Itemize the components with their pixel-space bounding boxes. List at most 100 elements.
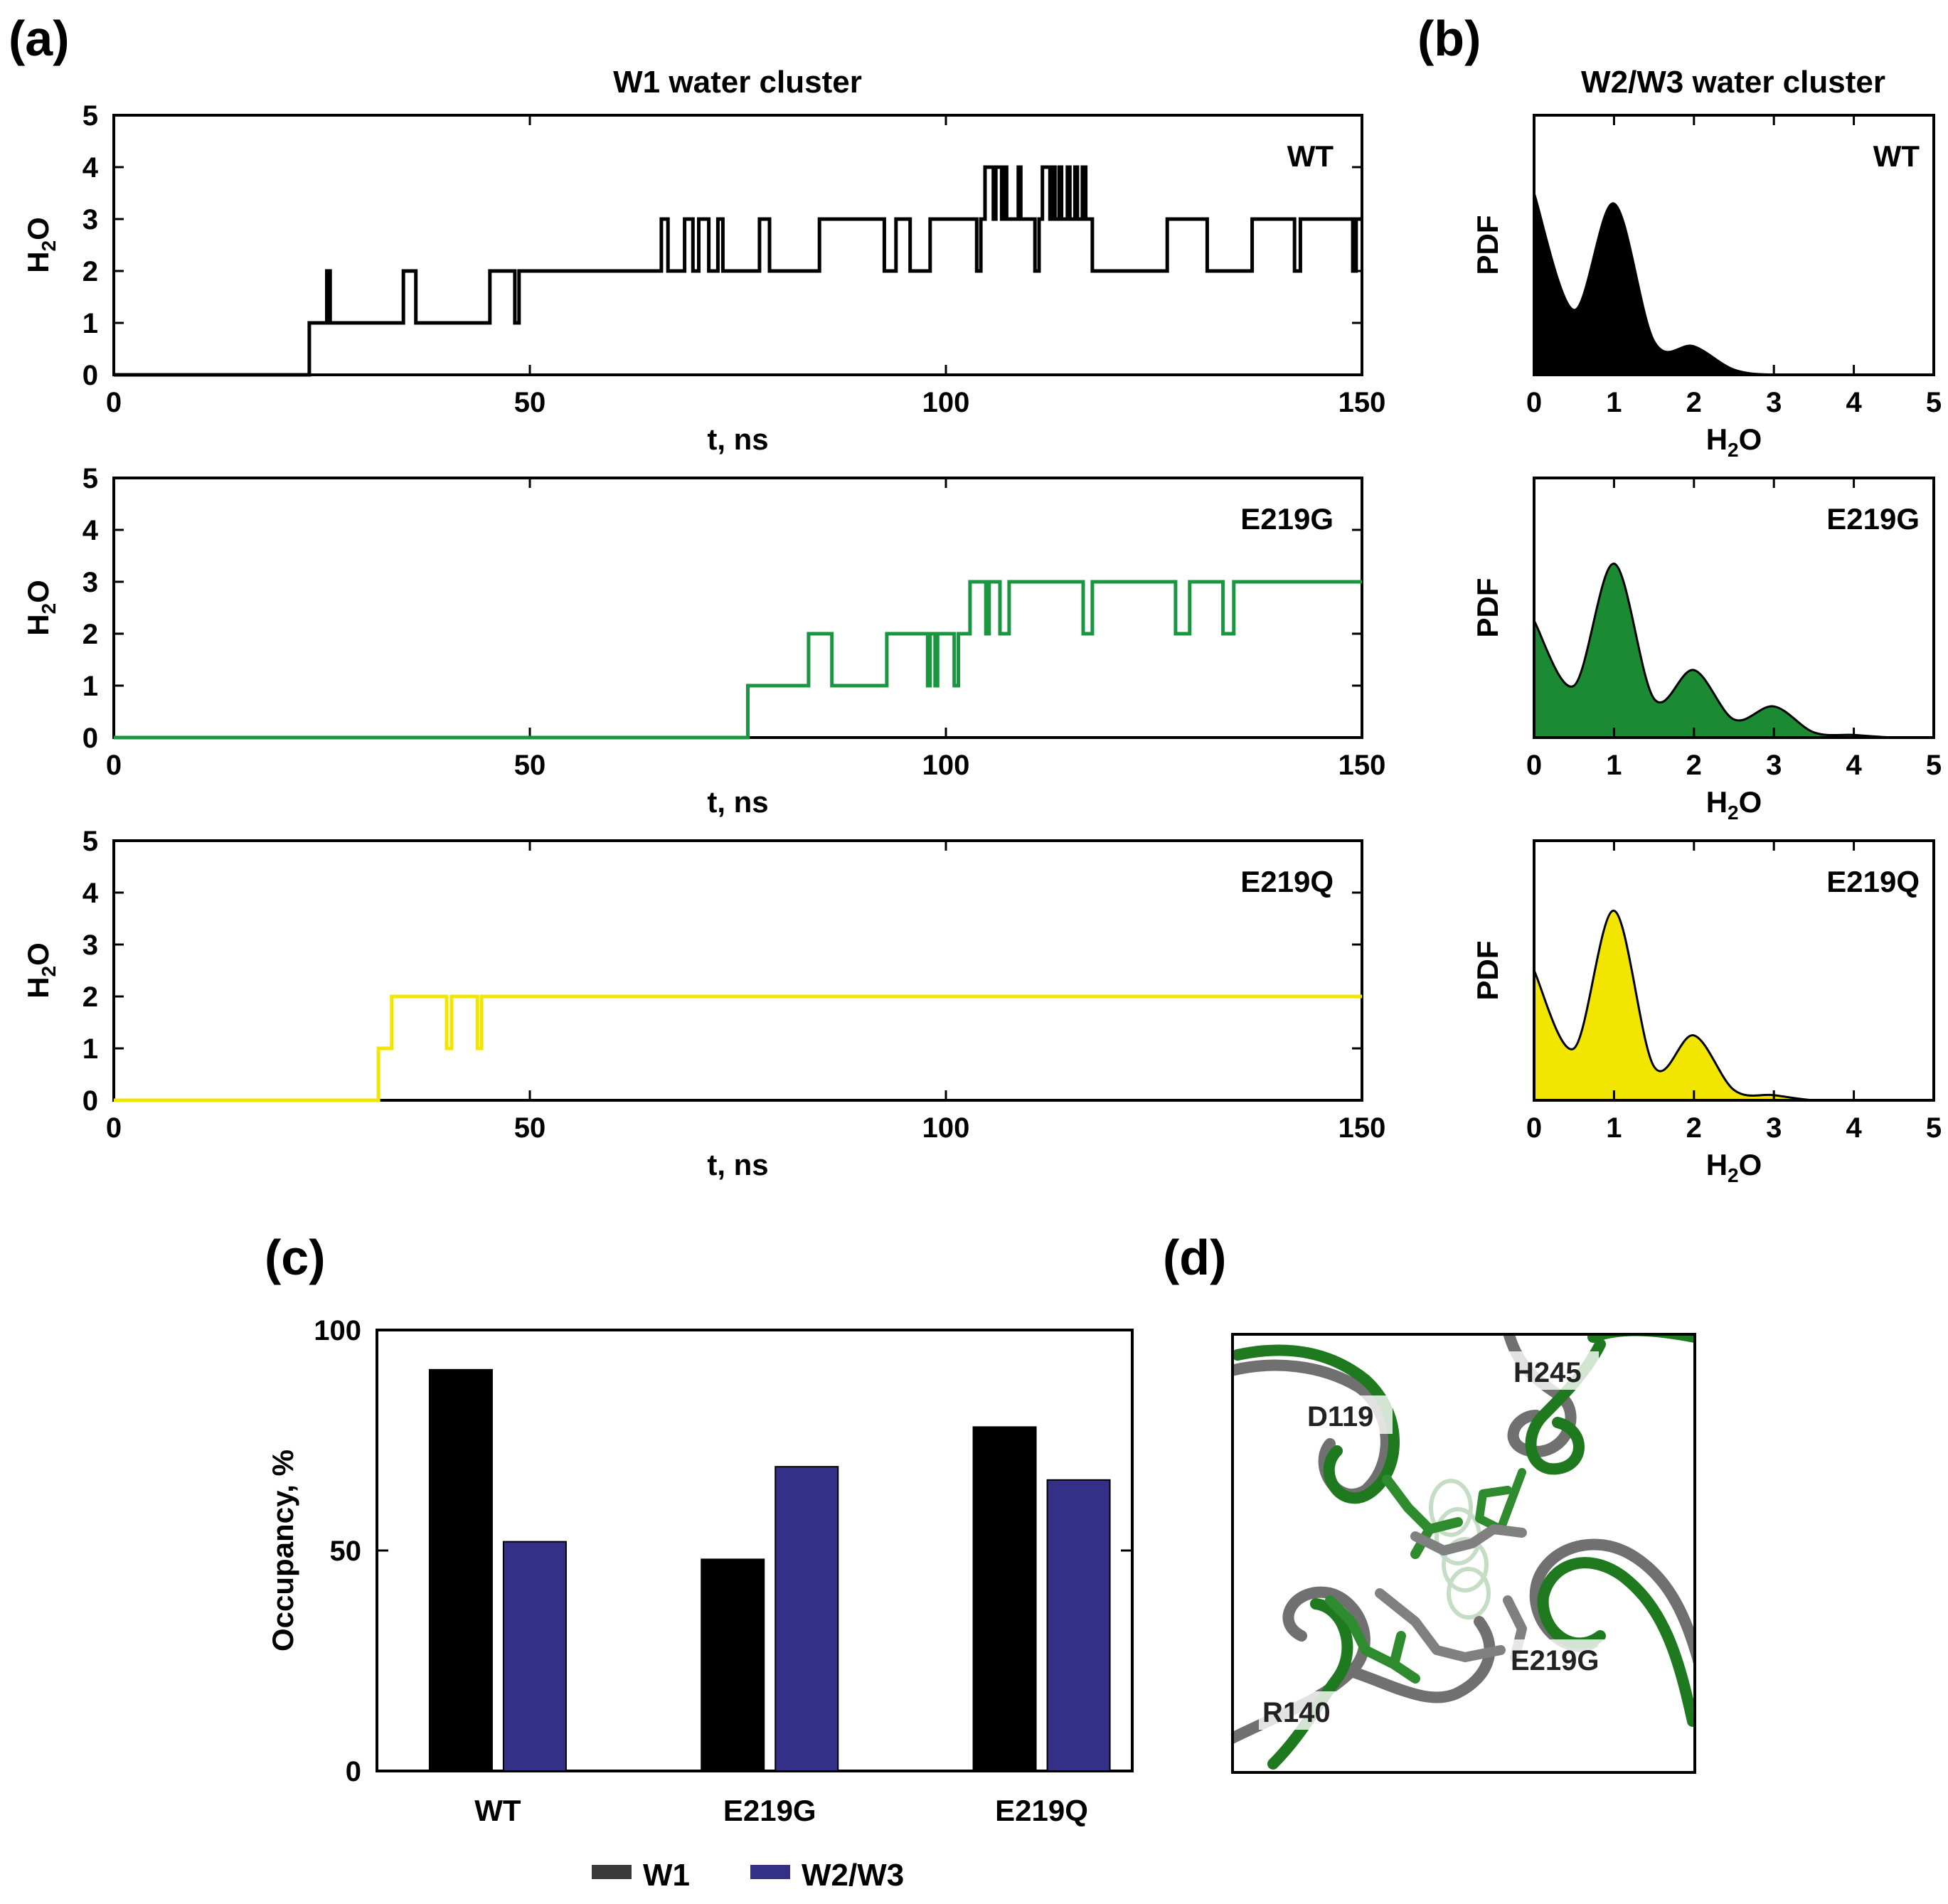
series-line-e219g [114,580,1362,740]
x-tick-label: 5 [1926,387,1942,418]
x-tick-label: 2 [1686,1112,1702,1144]
legend: W1 W2/W3 [592,1858,904,1893]
x-tick-label: 4 [1846,1112,1862,1144]
y-tick-label: 2 [83,256,98,287]
x-axis-label: t, ns [707,1148,768,1181]
bar-e219g-w1 [701,1558,765,1772]
y-tick-label: 5 [83,100,98,132]
x-tick-label: 3 [1766,387,1782,418]
panel-c-bar-chart: 0 50 100 WT E219G E219Q Occupancy, % W1 W2/W3 [266,1315,1134,1893]
pdf-area-wt [1533,193,1934,376]
pdf-plot-e219g: 0 1 2 3 4 5 E219G PDF H2O [1471,477,1942,824]
bar-e219g-w2w3 [775,1466,839,1772]
x-tick-label: 50 [514,1112,546,1144]
y-tick-label: 3 [83,930,98,961]
x-axis-label: t, ns [707,422,768,456]
y-tick-label: 0 [83,723,98,754]
y-tick-label: 100 [314,1315,361,1346]
x-tick-label: 1 [1606,750,1622,781]
title-w2w3: W2/W3 water cluster [1581,65,1885,100]
x-axis-label: H2O [1706,1148,1762,1186]
x-tick-label: 4 [1846,387,1862,418]
y-tick-label: 0 [346,1756,361,1787]
x-tick-label: 100 [922,387,970,418]
x-tick-label: 150 [1338,750,1386,781]
y-tick-label: 0 [83,360,98,391]
x-tick-label: 5 [1926,750,1942,781]
x-tick-label: 1 [1606,1112,1622,1144]
panel-label-d: (d) [1163,1230,1226,1285]
x-tick-label: 0 [1526,1112,1542,1144]
plot-frame [112,114,1363,376]
x-tick-label: 4 [1846,750,1862,781]
legend-label: W1 [643,1858,690,1893]
category-label: E219G [723,1794,816,1827]
bar-e219q-w2w3 [1046,1479,1111,1772]
bar-wt-w1 [428,1368,493,1772]
y-tick-label: 2 [83,619,98,650]
pdf-area-e219q [1533,910,1934,1102]
legend-label: W2/W3 [802,1858,904,1893]
series-tag: E219G [1826,502,1920,536]
legend-swatch-w1 [592,1865,632,1879]
pdf-plot-wt: 0 1 2 3 4 5 WT PDF H2O [1471,114,1942,461]
y-axis-label: H2O [21,580,60,636]
label-d119: D119 [1307,1401,1373,1432]
category-label: WT [474,1794,521,1827]
y-tick-label: 1 [83,671,98,702]
panel-d-structure: H245 D119 E219G R140 [1231,1333,1696,1774]
y-axis-label: Occupancy, % [266,1450,299,1652]
y-axis-label: PDF [1471,216,1504,275]
plot-frame [1533,839,1935,1102]
series-tag: E219G [1240,502,1334,536]
y-tick-label: 5 [83,463,98,494]
x-tick-label: 5 [1926,1112,1942,1144]
x-tick-label: 50 [514,387,546,418]
y-tick-label: 3 [83,567,98,598]
x-tick-label: 0 [1526,750,1542,781]
x-tick-label: 0 [106,750,122,781]
panel-b-pdf: 0 1 2 3 4 5 WT PDF H2O 0 1 2 3 4 5 E219G PDF H2O 0 1 2 3 4 5 E21… [1471,114,1942,1186]
y-tick-label: 0 [83,1085,98,1117]
x-tick-label: 0 [106,387,122,418]
x-tick-label: 100 [922,1112,970,1144]
label-e219g: E219G [1511,1645,1600,1676]
series-tag: WT [1287,139,1334,173]
plot-frame [1533,477,1935,739]
series-tag: E219Q [1826,865,1920,898]
r140-sidechain [1325,1595,1420,1684]
x-tick-label: 1 [1606,387,1622,418]
y-axis-label: PDF [1471,578,1504,638]
structure-frame [1231,1333,1696,1774]
x-tick-label: 3 [1766,1112,1782,1144]
y-tick-label: 4 [83,515,99,546]
y-tick-label: 50 [330,1536,362,1567]
plot-frame [1533,114,1935,376]
bar-wt-w2w3 [502,1541,567,1772]
panel-label-b: (b) [1417,11,1481,66]
label-r140: R140 [1262,1697,1331,1728]
y-axis-label: H2O [21,217,60,273]
x-tick-label: 50 [514,750,546,781]
x-axis-label: H2O [1706,422,1762,461]
title-w1: W1 water cluster [613,65,862,100]
y-tick-label: 5 [83,826,98,857]
legend-swatch-w2w3 [750,1865,790,1879]
y-tick-label: 3 [83,204,98,235]
x-tick-label: 2 [1686,750,1702,781]
x-tick-label: 2 [1686,387,1702,418]
y-tick-label: 1 [83,1033,98,1065]
label-h245: H245 [1513,1357,1582,1388]
series-line-wt [114,165,1362,377]
y-tick-label: 4 [83,878,99,909]
series-tag: WT [1873,139,1920,173]
pdf-plot-e219q: 0 1 2 3 4 5 E219Q PDF H2O [1471,839,1942,1186]
x-axis-label: H2O [1706,785,1762,824]
x-tick-label: 100 [922,750,970,781]
x-tick-label: 0 [1526,387,1542,418]
x-tick-label: 150 [1338,387,1386,418]
